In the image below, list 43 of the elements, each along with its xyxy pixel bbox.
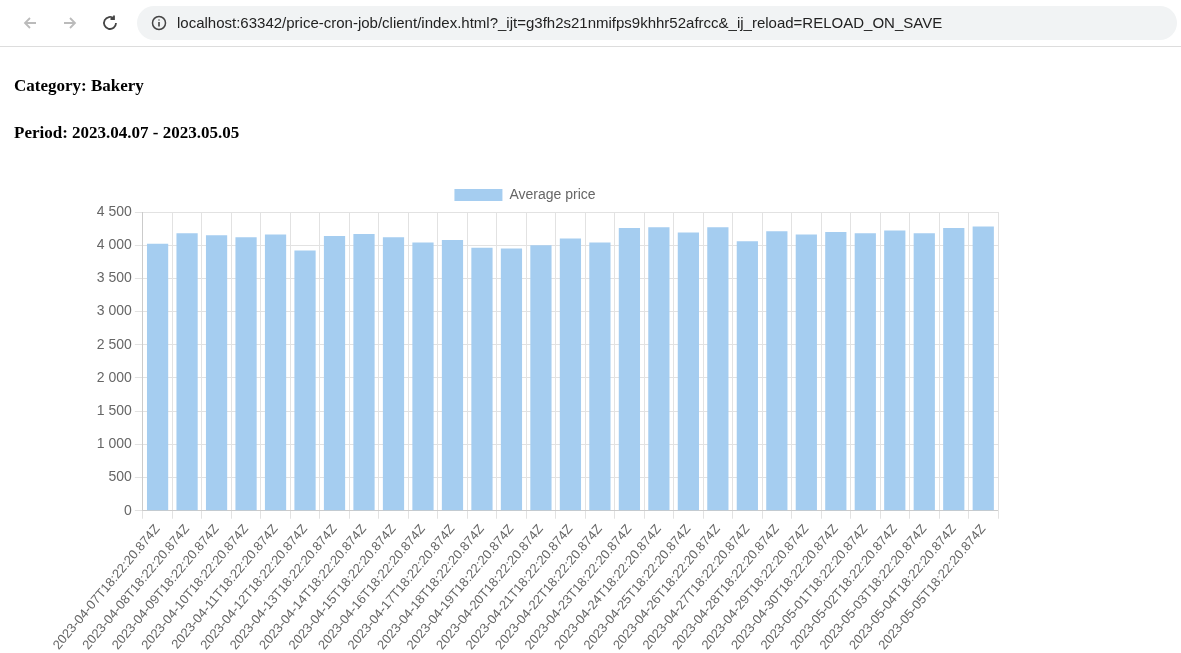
bar — [382, 237, 405, 511]
chart-subtitle: Period: 2023.04.07 - 2023.05.05 — [14, 123, 240, 143]
text: localhost:63342/price-cron-job/client/index.html?_ijt=g3fh2s21nmifps9khhr52afrcc&_ij_reload=RELOAD_ON_SAVE — [177, 14, 943, 31]
bar — [943, 227, 965, 511]
bar — [736, 241, 758, 511]
legend-label: Average price — [509, 185, 596, 202]
bar — [294, 250, 316, 511]
y-tick-label: 2 500 — [96, 335, 133, 352]
bar — [618, 227, 641, 511]
bar — [500, 248, 523, 511]
y-tick-label: 4 500 — [96, 202, 133, 219]
chart-title: Category: Bakery — [14, 76, 144, 96]
bar — [205, 235, 228, 511]
bar — [825, 231, 847, 511]
y-tick-label: 4 000 — [96, 236, 133, 253]
bar — [441, 239, 464, 511]
bar — [648, 227, 670, 511]
bar — [913, 233, 935, 511]
bar — [854, 233, 876, 511]
bar — [677, 232, 699, 511]
bar — [530, 245, 552, 511]
y-tick-label: 2 000 — [96, 368, 133, 385]
bar — [146, 243, 169, 511]
y-tick-label: 1 500 — [96, 402, 133, 419]
bar — [323, 235, 346, 511]
bar — [264, 234, 287, 511]
bar — [884, 230, 906, 511]
bar — [176, 233, 198, 511]
bar — [471, 247, 493, 511]
bar — [707, 227, 729, 511]
bar — [412, 242, 434, 511]
y-tick-label: 3 500 — [96, 269, 133, 286]
bar — [972, 226, 994, 511]
y-tick-label: 0 — [124, 501, 133, 518]
y-tick-label: 3 000 — [96, 302, 133, 319]
bar — [795, 234, 817, 511]
bar — [766, 231, 788, 511]
y-tick-label: 500 — [108, 468, 133, 485]
bar — [235, 237, 257, 511]
bar — [353, 233, 375, 511]
y-tick-label: 1 000 — [96, 435, 133, 452]
bar — [559, 238, 582, 511]
bar — [589, 242, 611, 511]
